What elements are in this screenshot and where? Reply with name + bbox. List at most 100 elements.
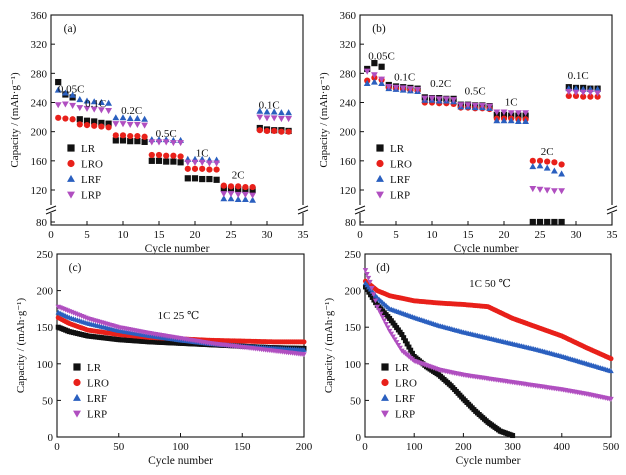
data-point-lrp <box>550 188 558 195</box>
data-point-lrp <box>457 102 465 109</box>
data-point-lrf <box>500 117 508 124</box>
panel-b: 0 5 10 15 20 25 30 35 80 120 160 200 240 280 320 360 Cyc… <box>318 10 618 255</box>
data-point-lro <box>565 92 572 100</box>
rate-label: 0.1C <box>259 99 280 111</box>
y-tick-label: 360 <box>31 10 48 22</box>
data-point-lrf <box>54 86 62 93</box>
data-point-lro <box>191 165 199 172</box>
y-tick-label: 250 <box>37 249 54 261</box>
axis-break-mark <box>45 209 57 215</box>
data-point-lr <box>163 158 170 165</box>
data-point-lro <box>278 128 285 135</box>
data-point-lro <box>155 151 163 159</box>
data-point-lrp <box>378 76 386 83</box>
data-point-lr <box>399 332 405 338</box>
rate-label: 2C <box>541 146 554 158</box>
data-point-lr <box>76 116 83 123</box>
data-point-lrp <box>379 315 386 320</box>
data-point-lro <box>170 152 177 159</box>
y-tick-label: 150 <box>345 322 362 334</box>
legend: LR LRO LRF LRP <box>376 143 412 202</box>
data-point-lr <box>529 218 536 226</box>
rate-label: 0.1C <box>568 70 589 82</box>
y-tick-label: 240 <box>31 98 48 110</box>
x-tick-label: 15 <box>463 229 475 241</box>
x-tick-label: 30 <box>262 229 274 241</box>
condition-label: 1C 50 ℃ <box>469 278 511 290</box>
y-tick-label: 0 <box>48 432 54 444</box>
data-point-lro <box>587 93 594 100</box>
data-point-lro <box>148 151 155 159</box>
data-point-lrp <box>155 139 163 146</box>
data-point-lr <box>206 175 213 183</box>
axis-break-mask <box>299 205 307 213</box>
data-point-lrp <box>285 116 293 123</box>
legend-label-lrf: LRF <box>395 393 415 405</box>
x-tick-label: 10 <box>427 229 439 241</box>
data-point-lrf <box>126 114 134 122</box>
data-point-lr <box>369 294 375 300</box>
data-point-lro <box>558 161 565 168</box>
data-point-lr <box>141 138 148 145</box>
data-point-lrp <box>177 140 185 147</box>
legend-label-lrp: LRP <box>390 190 410 202</box>
data-point-lrp <box>442 96 450 103</box>
panel-label: (d) <box>376 262 390 274</box>
data-point-lrf <box>241 195 249 202</box>
x-tick-label: 20 <box>190 229 202 241</box>
data-point-lrf <box>220 195 228 202</box>
legend-label-lro: LRO <box>87 378 109 390</box>
data-point-lrp <box>277 116 285 123</box>
legend: LR LRO LRF LRP <box>73 362 109 421</box>
data-point-lrf <box>536 162 544 169</box>
data-point-lrp <box>536 186 544 193</box>
data-point-lrp <box>529 186 537 193</box>
data-point-lrf <box>550 167 558 174</box>
legend-marker-lrp <box>376 191 384 199</box>
x-tick-label: 20 <box>499 229 511 241</box>
rate-label: 1C <box>505 96 518 108</box>
panel-label: (c) <box>69 262 82 274</box>
data-point-lrp <box>395 342 402 348</box>
data-point-lrp <box>256 114 264 121</box>
data-point-lrf <box>141 115 149 122</box>
y-tick-label: 150 <box>37 322 54 334</box>
x-tick-label: 30 <box>571 229 583 241</box>
x-tick-label: 400 <box>554 441 571 453</box>
legend-label-lrp: LRP <box>81 190 101 202</box>
data-point-lrp <box>406 86 414 93</box>
legend-marker-lr <box>73 363 81 371</box>
data-point-lrp <box>435 96 443 103</box>
data-point-lrp <box>61 101 69 108</box>
plot-frame <box>364 253 612 438</box>
x-tick-label: 15 <box>154 229 166 241</box>
rate-label: 0.05C <box>58 83 85 95</box>
y-tick-label: 80 <box>345 217 357 229</box>
data-point-lrp <box>558 188 566 195</box>
data-point-lrp <box>220 191 228 198</box>
data-point-lro <box>206 166 213 173</box>
data-point-lrf <box>507 117 515 124</box>
data-point-lrp <box>227 191 235 198</box>
data-point-lrp <box>383 321 389 327</box>
y-tick-label: 320 <box>31 39 48 51</box>
data-point-lrp <box>364 272 370 277</box>
data-point-lr <box>551 218 558 226</box>
data-point-lrp <box>471 102 479 109</box>
x-tick-label: 10 <box>118 229 130 241</box>
axis-break-mark <box>354 209 366 215</box>
data-point-lrp <box>500 109 508 116</box>
data-point-lr <box>105 120 112 127</box>
legend-label-lr: LR <box>390 143 405 155</box>
legend-label-lro: LRO <box>395 378 417 390</box>
data-point-lro <box>91 122 98 129</box>
data-point-lrf <box>608 368 614 374</box>
data-point-lrp <box>428 95 436 102</box>
data-point-lrf <box>90 98 98 105</box>
data-point-lro <box>134 132 141 140</box>
data-point-lro <box>127 132 134 140</box>
data-point-lrp <box>414 86 422 93</box>
legend-marker-lrp <box>73 410 81 418</box>
data-point-lrf <box>76 96 84 103</box>
data-point-lrf <box>285 109 293 116</box>
